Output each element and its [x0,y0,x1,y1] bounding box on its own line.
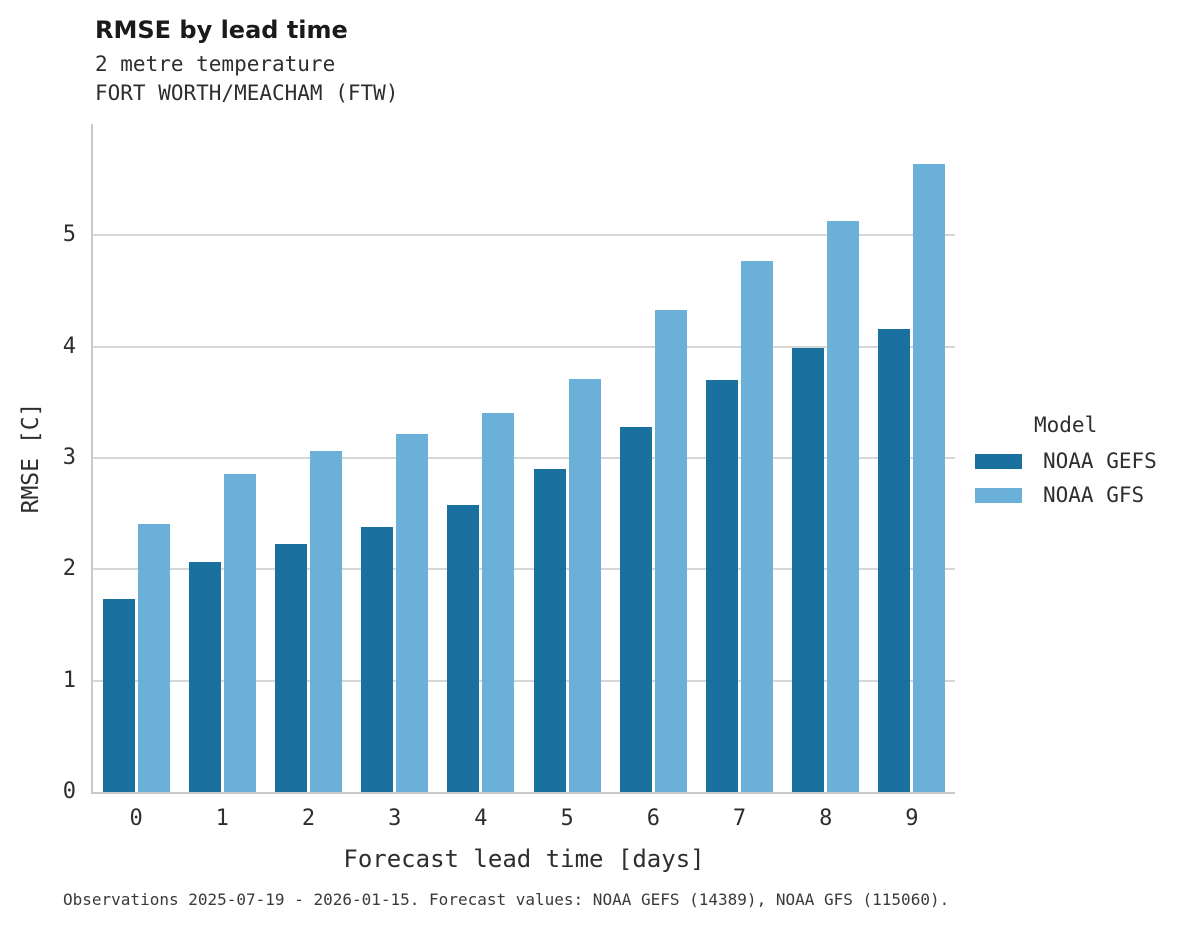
gridline-y3 [93,457,955,459]
legend-swatch-icon [975,453,1022,469]
footer-caption: Observations 2025-07-19 - 2026-01-15. Fo… [63,890,950,909]
bar-noaa-gfs-day-3 [396,433,429,792]
bar-noaa-gefs-day-6 [619,426,652,792]
legend-item-noaa-gefs: NOAA GEFS [975,449,1157,473]
x-tick-label-8: 8 [819,806,833,831]
gridline-y2 [93,568,955,571]
y-axis-spine [91,124,93,794]
gridline-y5 [93,234,955,237]
x-tick-label-7: 7 [732,806,747,831]
x-tick-label-6: 6 [646,806,660,831]
bar-noaa-gefs-day-3 [361,527,394,792]
legend-label: NOAA GFS [1043,483,1145,507]
plot-area: 0 1 2 3 4 5 6 7 8 9 [91,124,955,831]
bar-group-day-6: 6 [610,124,696,831]
legend-label: NOAA GEFS [1043,449,1157,473]
bar-group-day-4: 4 [438,124,524,831]
chart-title: RMSE by lead time [95,16,348,44]
chart-subtitle-station: FORT WORTH/MEACHAM (FTW) [95,81,399,105]
x-axis-spine [91,792,955,794]
bar-noaa-gefs-day-0 [102,599,135,792]
y-tick-label-2: 2 [62,556,76,582]
x-tick-label-3: 3 [388,806,402,831]
y-tick-label-1: 1 [62,667,76,693]
x-tick-label-2: 2 [301,806,316,831]
y-tick-label-0: 0 [62,779,76,804]
bar-noaa-gefs-day-2 [275,543,307,792]
bar-noaa-gfs-day-8 [827,220,860,792]
x-axis-title: Forecast lead time [days] [343,845,705,873]
bar-noaa-gefs-day-5 [533,469,566,792]
bar-noaa-gfs-day-0 [137,523,170,792]
gridline-y1 [93,679,955,682]
gridline-y4 [93,345,955,348]
x-tick-label-1: 1 [215,806,229,831]
bar-group-day-1: 1 [179,124,265,831]
bar-noaa-gfs-day-1 [223,473,256,792]
bar-group-day-3: 3 [352,124,438,831]
bar-noaa-gefs-day-9 [878,328,911,792]
y-tick-label-5: 5 [62,222,76,248]
x-tick-label-9: 9 [905,806,919,831]
bar-group-day-7: 7 [696,124,782,831]
x-tick-label-0: 0 [129,806,143,831]
y-tick-label-4: 4 [62,333,76,359]
bar-group-day-2: 2 [265,124,351,831]
bar-noaa-gfs-day-4 [482,413,515,792]
legend-item-noaa-gfs: NOAA GFS [975,483,1157,507]
legend: Model NOAA GEFS NOAA GFS [975,413,1157,517]
bar-noaa-gfs-day-2 [310,451,342,792]
bar-noaa-gfs-day-7 [741,260,774,792]
bar-noaa-gfs-day-5 [568,378,601,792]
y-tick-label-3: 3 [62,445,76,470]
bar-noaa-gefs-day-8 [792,347,825,792]
legend-swatch-icon [975,487,1022,503]
bar-noaa-gefs-day-1 [188,561,221,792]
x-tick-label-5: 5 [560,806,574,831]
bar-noaa-gfs-day-9 [913,164,946,792]
bar-group-day-9: 9 [869,124,955,831]
legend-title: Model [1034,413,1098,437]
chart-subtitle-variable: 2 metre temperature [95,52,336,76]
bar-noaa-gfs-day-6 [654,309,687,792]
bar-noaa-gefs-day-7 [706,380,739,792]
x-tick-label-4: 4 [474,806,488,831]
bar-group-day-8: 8 [783,124,869,831]
bar-group-day-0: 0 [93,124,179,831]
bar-noaa-gefs-day-4 [447,504,480,792]
bar-group-day-5: 5 [524,124,610,831]
bar-groups: 0 1 2 3 4 5 6 7 8 9 [93,124,955,831]
